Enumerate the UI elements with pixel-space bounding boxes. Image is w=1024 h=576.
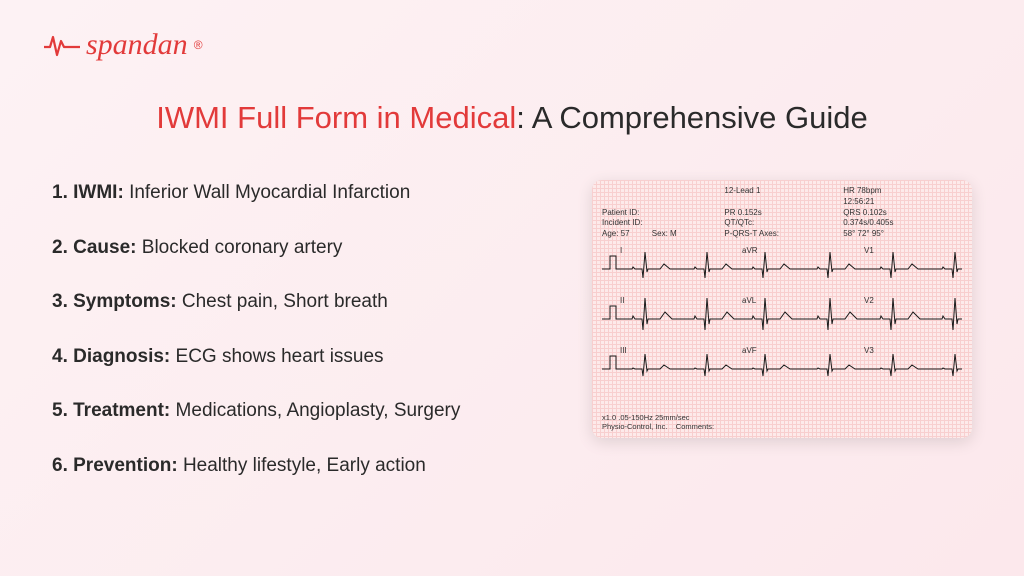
ecg-leads: I aVR V1 II aVL V2 III aVF V3 (592, 244, 972, 394)
ecg-h-mid: PR 0.152s (724, 208, 843, 219)
ecg-h-mid: QT/QTc: (724, 218, 843, 229)
list-item: 4. Diagnosis: ECG shows heart issues (52, 344, 532, 371)
ecg-card: 12-Lead 1 HR 78bpm 12:56:21 Patient ID: … (592, 180, 972, 438)
item-number: 2. (52, 237, 73, 258)
ecg-header: 12-Lead 1 HR 78bpm 12:56:21 Patient ID: … (592, 180, 972, 244)
ecg-footer: x1.0 .05-150Hz 25mm/sec Physio-Control, … (602, 413, 714, 433)
logo-text: spandan (86, 28, 188, 62)
ecg-h-mid: P-QRS-T Axes: (724, 229, 843, 240)
item-label: Symptoms: (73, 291, 182, 312)
ecg-h-left (602, 197, 724, 208)
ecg-h-left: Incident ID: (602, 218, 724, 229)
ecg-h-right: 58° 72° 95° (843, 229, 962, 240)
item-label: Diagnosis: (73, 346, 175, 367)
ecg-h-left (602, 186, 724, 197)
item-value: Medications, Angioplasty, Surgery (176, 400, 461, 421)
item-label: Cause: (73, 237, 142, 258)
ecg-footer-line2: Physio-Control, Inc. Comments: (602, 422, 714, 432)
list-item: 1. IWMI: Inferior Wall Myocardial Infarc… (52, 180, 532, 207)
ecg-h-mid: 12-Lead 1 (724, 186, 843, 197)
item-label: IWMI: (73, 182, 129, 203)
item-number: 3. (52, 291, 73, 312)
title-highlight: IWMI Full Form in Medical (156, 100, 516, 135)
item-number: 4. (52, 346, 73, 367)
ecg-footer-line1: x1.0 .05-150Hz 25mm/sec (602, 413, 714, 423)
ecg-trace (602, 244, 962, 294)
ecg-h-left: Patient ID: (602, 208, 724, 219)
item-value: Blocked coronary artery (142, 237, 343, 258)
list-item: 5. Treatment: Medications, Angioplasty, … (52, 398, 532, 425)
brand-logo: spandan ® (42, 28, 203, 62)
ecg-h-right: 0.374s/0.405s (843, 218, 962, 229)
item-value: Healthy lifestyle, Early action (183, 455, 426, 476)
logo-registered: ® (194, 38, 203, 52)
item-value: Chest pain, Short breath (182, 291, 388, 312)
item-label: Treatment: (73, 400, 175, 421)
list-item: 6. Prevention: Healthy lifestyle, Early … (52, 453, 532, 480)
ecg-pulse-icon (42, 31, 82, 59)
list-item: 2. Cause: Blocked coronary artery (52, 235, 532, 262)
item-value: ECG shows heart issues (176, 346, 384, 367)
item-number: 1. (52, 182, 73, 203)
ecg-h-mid (724, 197, 843, 208)
info-list: 1. IWMI: Inferior Wall Myocardial Infarc… (52, 180, 532, 508)
ecg-h-right: QRS 0.102s (843, 208, 962, 219)
item-value: Inferior Wall Myocardial Infarction (129, 182, 410, 203)
ecg-row: III aVF V3 (602, 344, 962, 394)
ecg-trace (602, 344, 962, 394)
ecg-trace (602, 294, 962, 344)
item-number: 5. (52, 400, 73, 421)
list-item: 3. Symptoms: Chest pain, Short breath (52, 289, 532, 316)
page-title: IWMI Full Form in Medical: A Comprehensi… (0, 100, 1024, 136)
ecg-h-left: Age: 57 Sex: M (602, 229, 724, 240)
item-label: Prevention: (73, 455, 183, 476)
ecg-h-right: HR 78bpm (843, 186, 962, 197)
ecg-row: I aVR V1 (602, 244, 962, 294)
ecg-row: II aVL V2 (602, 294, 962, 344)
title-rest: : A Comprehensive Guide (516, 100, 868, 135)
item-number: 6. (52, 455, 73, 476)
ecg-h-right: 12:56:21 (843, 197, 962, 208)
